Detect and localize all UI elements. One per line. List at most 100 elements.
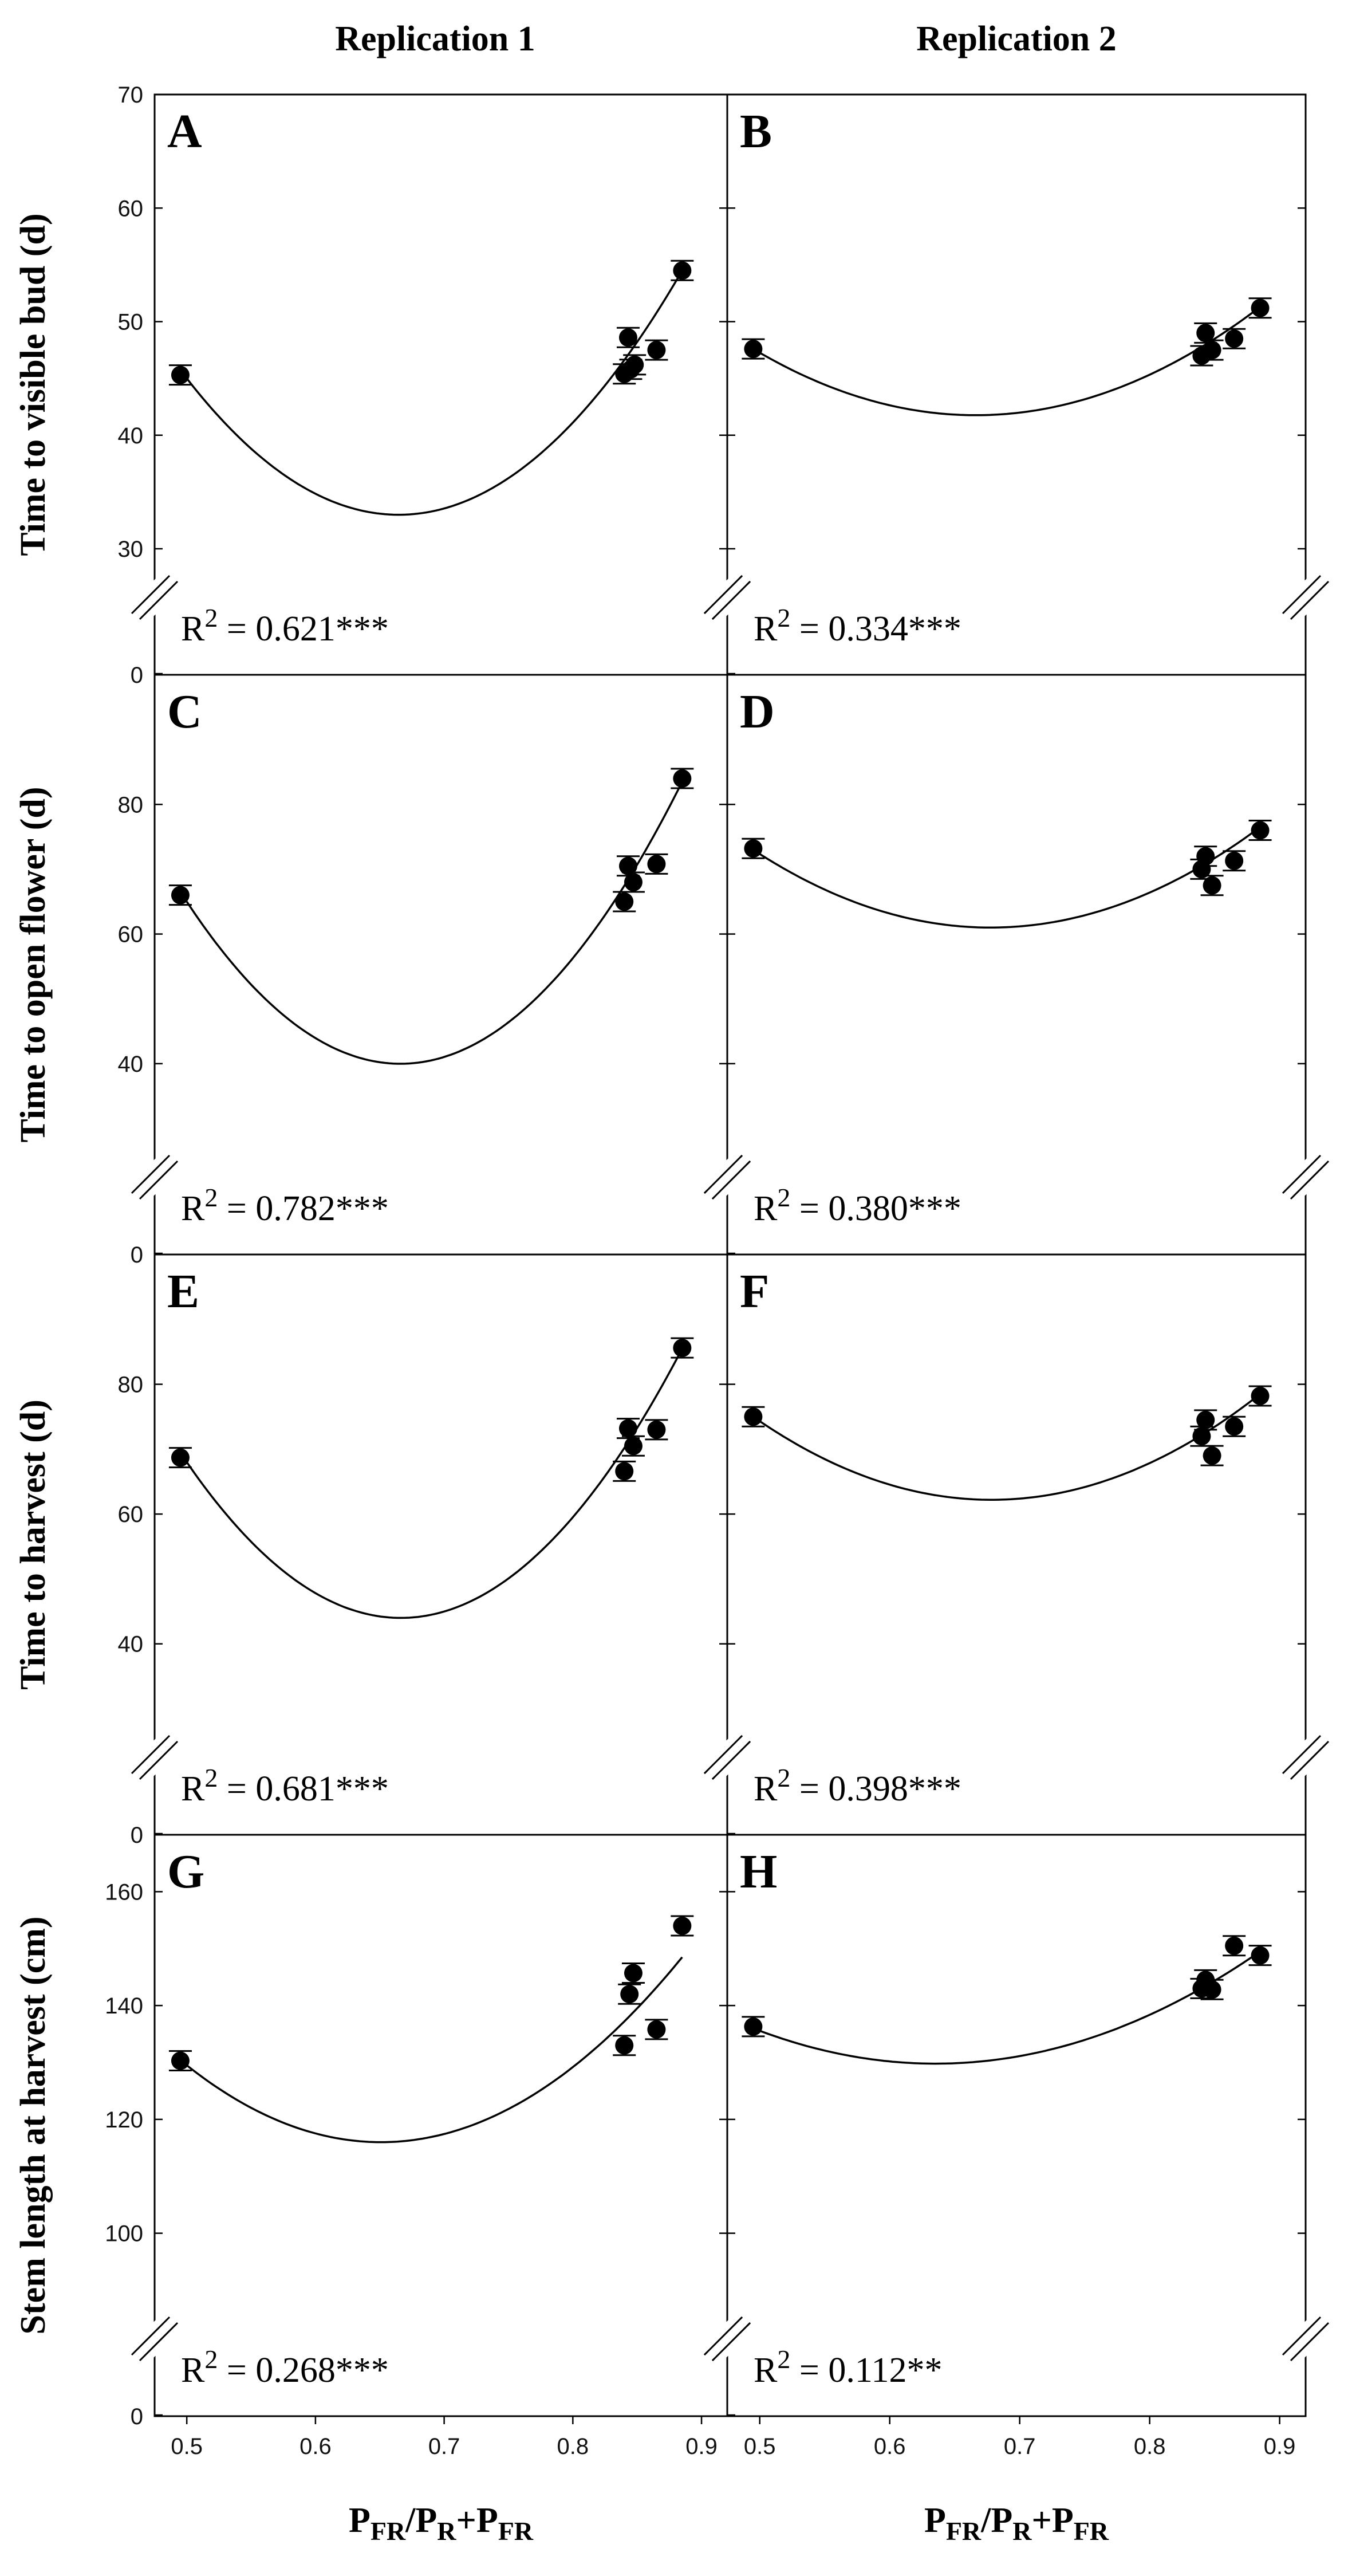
r-squared-label: R2 = 0.782*** <box>181 1183 389 1228</box>
y-tick-label: 60 <box>118 922 144 947</box>
x-axis-group: 0.5 0.6 0.7 0.8 0.9 PFR/PR+PFR 0.5 0.6 0.7 0.8 0.9… <box>171 2416 1295 2546</box>
axis-break-mark <box>711 1740 751 1780</box>
data-point <box>615 1462 634 1481</box>
data-point <box>744 839 763 858</box>
r-squared-label: R2 = 0.621*** <box>181 603 389 648</box>
data-point <box>1251 1946 1270 1965</box>
axis-break-gap <box>129 1152 180 1202</box>
y-tick-label: 70 <box>118 82 144 108</box>
panel-letter: D <box>740 685 775 738</box>
x-tick-label: 0.5 <box>171 2434 203 2459</box>
data-point <box>615 2036 634 2055</box>
y-tick-label: 0 <box>131 1823 143 1848</box>
y-axis-label: Stem length at harvest (cm) <box>14 1916 53 2334</box>
x-tick-label: 0.7 <box>1004 2434 1036 2459</box>
data-point <box>673 1917 692 1935</box>
data-point <box>1251 298 1270 317</box>
axis-break-mark <box>711 2322 751 2362</box>
axis-break-mark <box>131 1735 171 1775</box>
y-axis-label: Time to open flower (d) <box>14 786 53 1142</box>
data-point <box>647 2020 666 2039</box>
y-tick-label: 0 <box>131 663 143 688</box>
axis-break-mark <box>139 1160 179 1200</box>
data-point <box>618 1419 637 1438</box>
data-point <box>1225 329 1244 348</box>
axis-break-gap <box>129 2314 180 2364</box>
x-tick-label: 0.6 <box>299 2434 332 2459</box>
data-point <box>1196 1410 1215 1429</box>
data-point <box>618 856 637 875</box>
x-tick-label: 0.5 <box>744 2434 776 2459</box>
data-point <box>1203 1980 1221 1999</box>
axis-break-mark <box>711 580 751 620</box>
y-axis-label: Time to visible bud (d) <box>14 213 53 556</box>
fitted-curve <box>186 781 683 1065</box>
r-squared-label: R2 = 0.268*** <box>181 2345 389 2390</box>
x-tick-label: 0.6 <box>874 2434 906 2459</box>
column-title-2: Replication 2 <box>916 19 1117 58</box>
x-tick-label: 0.9 <box>1264 2434 1296 2459</box>
axis-break-gap <box>702 572 752 623</box>
y-tick-label: 30 <box>118 537 144 562</box>
data-point <box>1251 821 1270 840</box>
axis-break-gap <box>1280 572 1331 623</box>
y-tick-label: 40 <box>118 423 144 449</box>
y-tick-label: 100 <box>105 2221 143 2247</box>
r-squared-label: R2 = 0.112** <box>754 2345 943 2390</box>
panel-letter: B <box>740 105 772 158</box>
axis-break-mark <box>703 1735 743 1775</box>
data-point <box>625 355 644 374</box>
y-tick-label: 160 <box>105 1879 143 1905</box>
data-point <box>171 365 190 384</box>
axis-break-mark <box>703 575 743 615</box>
data-point <box>618 328 637 347</box>
fitted-curve <box>186 1348 683 1619</box>
data-point <box>647 1420 666 1439</box>
y-tick-label: 140 <box>105 1993 143 2019</box>
data-point <box>1203 1446 1221 1465</box>
axis-break-gap <box>702 1152 752 1202</box>
y-tick-label: 60 <box>118 1502 144 1527</box>
data-point <box>1203 341 1221 360</box>
r-squared-label: R2 = 0.398*** <box>754 1763 961 1808</box>
y-tick-label: 0 <box>131 2404 143 2429</box>
data-point <box>673 769 692 788</box>
data-point <box>1196 324 1215 343</box>
data-point <box>647 341 666 360</box>
axis-break-gap <box>702 2314 752 2364</box>
data-point <box>1251 1386 1270 1405</box>
axis-break-mark <box>1290 2322 1330 2362</box>
column-title-1: Replication 1 <box>335 19 535 58</box>
axis-break-gap <box>702 1732 752 1783</box>
y-tick-label: 120 <box>105 2107 143 2133</box>
axis-break-mark <box>1282 1735 1322 1775</box>
panel-letter: H <box>740 1845 777 1898</box>
data-point <box>620 1985 639 2004</box>
data-point <box>1203 876 1221 895</box>
y-tick-label: 0 <box>131 1242 143 1268</box>
x-tick-label: 0.9 <box>685 2434 718 2459</box>
x-tick-label: 0.7 <box>428 2434 460 2459</box>
axis-break-mark <box>139 580 179 620</box>
axis-break-mark <box>1290 1160 1330 1200</box>
r-squared-label: R2 = 0.681*** <box>181 1763 389 1808</box>
data-point <box>744 1407 763 1426</box>
panel-letter: E <box>167 1265 199 1318</box>
y-tick-label: 80 <box>118 1372 144 1398</box>
axis-break-mark <box>1290 580 1330 620</box>
axis-break-mark <box>711 1160 751 1200</box>
data-point <box>624 873 643 892</box>
axis-break-mark <box>703 2316 743 2356</box>
r-squared-label: R2 = 0.334*** <box>754 603 961 648</box>
x-tick-label: 0.8 <box>1134 2434 1166 2459</box>
panel-letter: G <box>167 1845 204 1898</box>
data-point <box>615 892 634 911</box>
data-point <box>744 340 763 359</box>
axis-break-gap <box>129 1732 180 1783</box>
data-point <box>1225 1417 1244 1436</box>
axis-break-gap <box>1280 2314 1331 2364</box>
data-point <box>1196 847 1215 866</box>
data-point <box>744 2017 763 2036</box>
y-tick-label: 40 <box>118 1632 144 1657</box>
